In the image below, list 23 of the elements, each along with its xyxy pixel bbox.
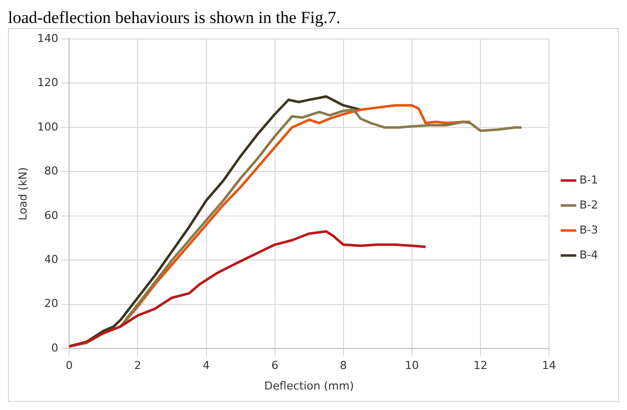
y-tick-label: 0 (51, 341, 58, 354)
x-tick-label: 0 (66, 359, 73, 372)
x-tick-label: 12 (473, 359, 488, 372)
x-tick-label: 8 (340, 359, 347, 372)
text: load-deflection behaviours is shown in the Fig.7. (8, 8, 342, 28)
x-tick-label: 2 (134, 359, 142, 372)
legend-label: B-2 (579, 198, 598, 212)
y-tick-label: 20 (44, 297, 58, 310)
y-tick-label: 120 (37, 76, 58, 90)
x-axis-title: Deflection (mm) (264, 379, 354, 392)
legend-label: B-1 (579, 173, 598, 186)
x-tick-label: 6 (271, 359, 278, 372)
legend-label: B-3 (579, 223, 598, 236)
y-tick-label: 40 (44, 253, 58, 266)
y-tick-label: 100 (37, 120, 58, 134)
y-axis-title: Load (kN) (16, 167, 30, 220)
x-tick-label: 4 (202, 359, 210, 372)
legend-label: B-4 (579, 248, 598, 262)
y-tick-label: 60 (44, 208, 58, 222)
y-tick-label: 140 (37, 32, 58, 45)
x-tick-label: 14 (542, 359, 556, 372)
x-tick-label: 10 (404, 359, 419, 372)
y-tick-label: 80 (44, 164, 58, 178)
